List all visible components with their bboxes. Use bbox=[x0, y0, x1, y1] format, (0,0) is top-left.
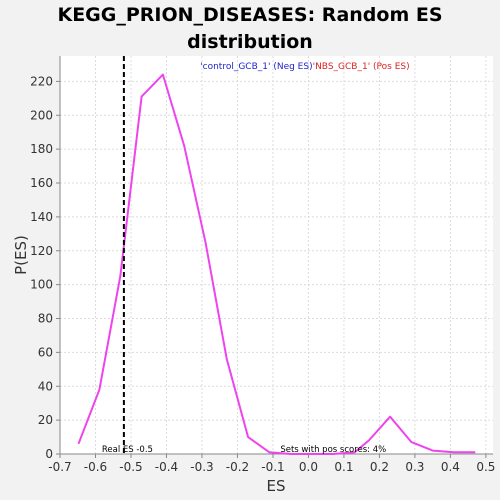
chart-title-line1: KEGG_PRION_DISEASES: Random ES bbox=[57, 4, 443, 26]
x-tick-label: 0.1 bbox=[334, 460, 353, 474]
y-tick-label: 100 bbox=[30, 278, 53, 292]
x-tick-label: -0.3 bbox=[190, 460, 213, 474]
es-distribution-line bbox=[77, 73, 476, 455]
y-tick-label: 0 bbox=[45, 447, 53, 461]
y-tick-label: 40 bbox=[38, 379, 53, 393]
legend: 'control_GCB_1' (Neg ES)'NBS_GCB_1' (Pos… bbox=[200, 62, 409, 72]
legend-pos-label: 'NBS_GCB_1' (Pos ES) bbox=[313, 62, 410, 72]
annotation-layer: Real ES -0.5 Sets with pos scores: 4% 'con… bbox=[102, 56, 410, 455]
y-tick-label: 140 bbox=[30, 210, 53, 224]
chart-title: KEGG_PRION_DISEASES: Random ES distribut… bbox=[0, 2, 500, 56]
x-axis-label: ES bbox=[267, 477, 286, 495]
x-tick-label: -0.5 bbox=[119, 460, 142, 474]
y-tick-label: 80 bbox=[38, 312, 53, 326]
pos-scores-annotation: Sets with pos scores: 4% bbox=[280, 445, 386, 455]
x-tick-label: -0.6 bbox=[84, 460, 107, 474]
x-tick-label: 0.2 bbox=[370, 460, 389, 474]
y-tick-label: 180 bbox=[30, 142, 53, 156]
y-tick-label: 160 bbox=[30, 176, 53, 190]
chart-title-line2: distribution bbox=[187, 31, 313, 53]
x-tick-label: 0.0 bbox=[299, 460, 318, 474]
series-layer bbox=[77, 73, 476, 455]
real-es-annotation: Real ES -0.5 bbox=[102, 445, 153, 455]
x-tick-label: -0.1 bbox=[261, 460, 284, 474]
x-tick-label: -0.7 bbox=[48, 460, 71, 474]
y-tick-label: 200 bbox=[30, 108, 53, 122]
legend-neg-label: 'control_GCB_1' (Neg ES) bbox=[200, 62, 312, 72]
x-tick-label: 0.3 bbox=[405, 460, 424, 474]
x-tick-label: -0.2 bbox=[226, 460, 249, 474]
plot-background bbox=[60, 56, 493, 454]
x-tick-label: 0.5 bbox=[476, 460, 495, 474]
x-tick-label: -0.4 bbox=[155, 460, 178, 474]
y-tick-label: 120 bbox=[30, 244, 53, 258]
axes: -0.7 -0.6 -0.5 -0.4 -0.3 -0.2 -0.1 0.0 0.1 0.2 0.3… bbox=[30, 56, 495, 474]
x-tick-label: 0.4 bbox=[441, 460, 460, 474]
y-tick-label: 20 bbox=[38, 413, 53, 427]
y-tick-label: 60 bbox=[38, 345, 53, 359]
y-tick-label: 220 bbox=[30, 74, 53, 88]
y-axis-label: P(ES) bbox=[12, 235, 30, 275]
